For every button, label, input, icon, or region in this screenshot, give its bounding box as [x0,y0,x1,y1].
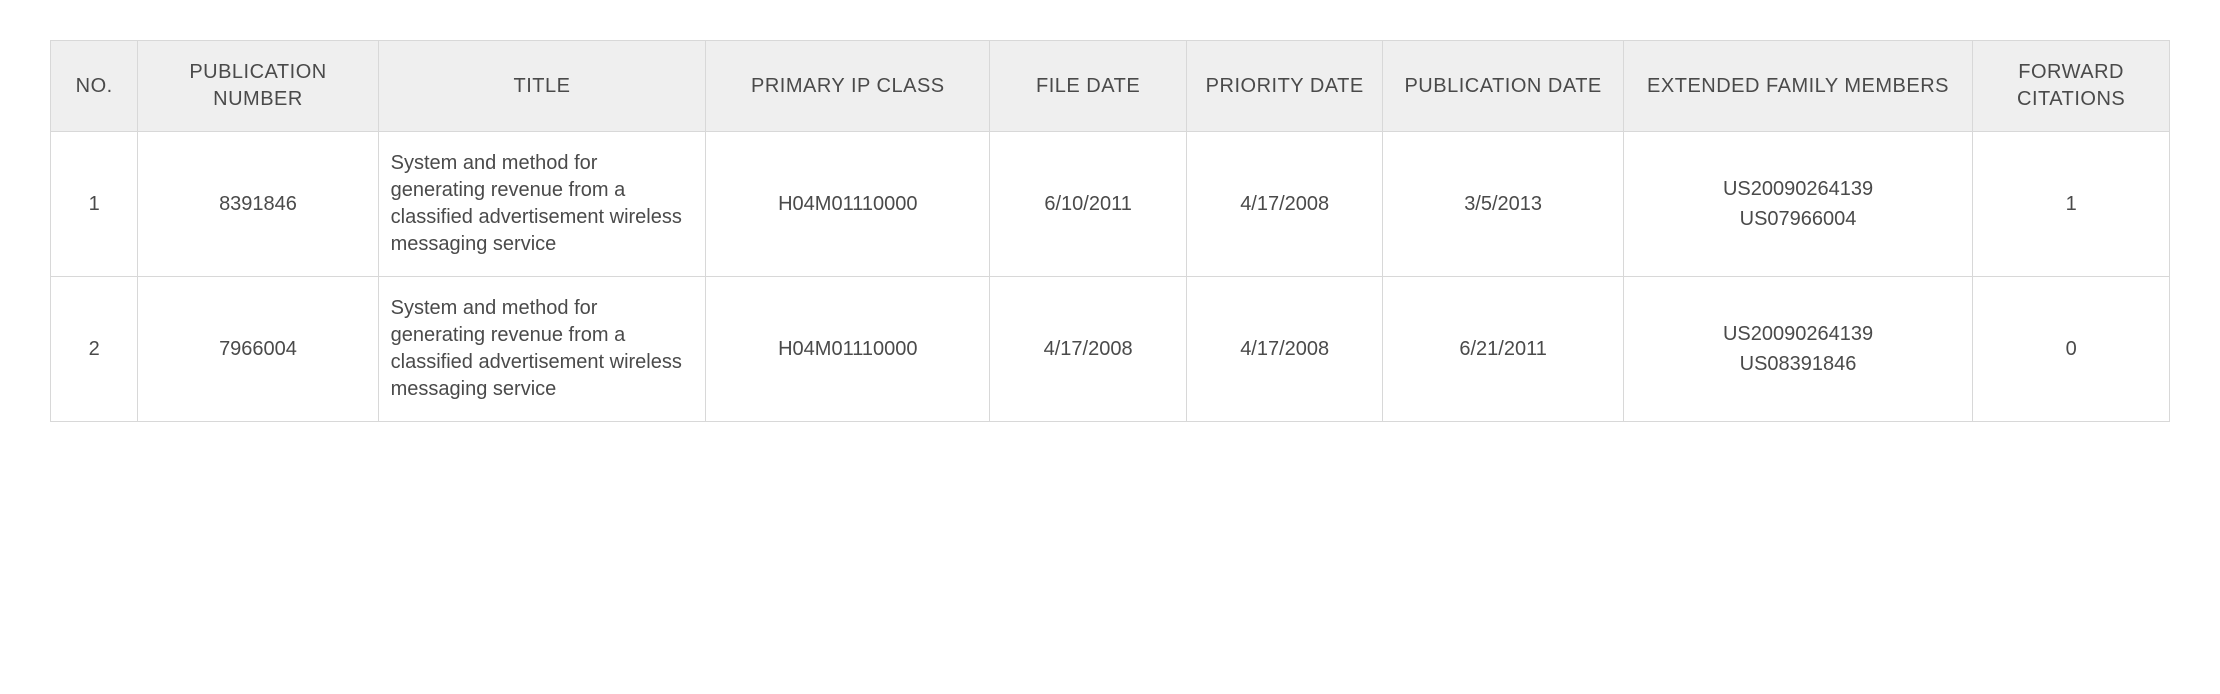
cell-ip-class: H04M01110000 [706,277,990,422]
header-pub-date: PUBLICATION DATE [1383,41,1623,132]
family-member: US07966004 [1636,204,1961,234]
patent-table: NO. PUBLICATION NUMBER TITLE PRIMARY IP … [50,40,2170,422]
header-priority: PRIORITY DATE [1186,41,1383,132]
cell-priority: 4/17/2008 [1186,277,1383,422]
header-fwd: FORWARD CITATIONS [1973,41,2170,132]
cell-title: System and method for generating revenue… [378,277,706,422]
cell-no: 1 [51,132,138,277]
header-family: EXTENDED FAMILY MEMBERS [1623,41,1973,132]
cell-ip-class: H04M01110000 [706,132,990,277]
cell-fwd: 1 [1973,132,2170,277]
cell-pub-date: 3/5/2013 [1383,132,1623,277]
cell-fwd: 0 [1973,277,2170,422]
header-row: NO. PUBLICATION NUMBER TITLE PRIMARY IP … [51,41,2170,132]
header-title: TITLE [378,41,706,132]
header-pub-num: PUBLICATION NUMBER [138,41,378,132]
cell-file-date: 4/17/2008 [990,277,1187,422]
cell-title: System and method for generating revenue… [378,132,706,277]
cell-pub-date: 6/21/2011 [1383,277,1623,422]
table-body: 1 8391846 System and method for generati… [51,132,2170,422]
family-member: US20090264139 [1636,319,1961,349]
cell-family: US20090264139 US07966004 [1623,132,1973,277]
family-member: US08391846 [1636,349,1961,379]
cell-file-date: 6/10/2011 [990,132,1187,277]
cell-no: 2 [51,277,138,422]
header-no: NO. [51,41,138,132]
cell-family: US20090264139 US08391846 [1623,277,1973,422]
cell-priority: 4/17/2008 [1186,132,1383,277]
header-file-date: FILE DATE [990,41,1187,132]
family-member: US20090264139 [1636,174,1961,204]
header-ip-class: PRIMARY IP CLASS [706,41,990,132]
table-row: 1 8391846 System and method for generati… [51,132,2170,277]
table-head: NO. PUBLICATION NUMBER TITLE PRIMARY IP … [51,41,2170,132]
cell-pub-num: 7966004 [138,277,378,422]
table-row: 2 7966004 System and method for generati… [51,277,2170,422]
cell-pub-num: 8391846 [138,132,378,277]
